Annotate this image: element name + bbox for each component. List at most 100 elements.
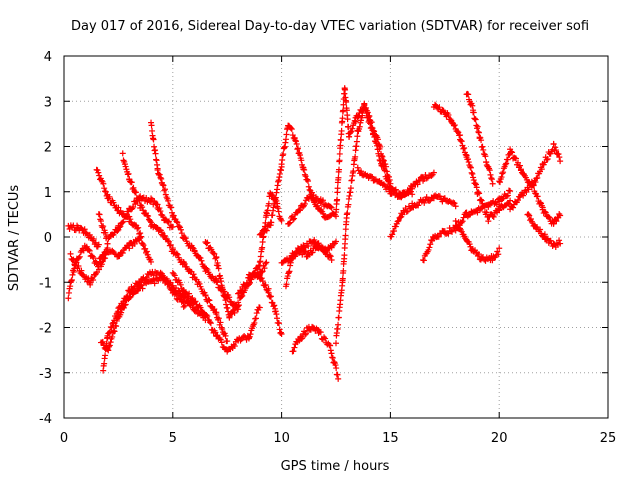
data-point xyxy=(127,216,134,223)
data-point xyxy=(222,297,229,304)
data-point xyxy=(318,245,325,252)
x-tick-label: 20 xyxy=(491,431,508,446)
data-point xyxy=(466,241,473,248)
data-point xyxy=(98,177,105,184)
data-point xyxy=(108,324,115,331)
data-point xyxy=(168,204,175,211)
data-point xyxy=(475,189,482,196)
series-arc28 xyxy=(507,178,564,227)
data-point xyxy=(470,109,477,116)
data-point xyxy=(275,320,282,327)
data-point xyxy=(332,362,339,369)
data-point xyxy=(165,218,172,225)
data-point xyxy=(165,238,172,245)
series-arc7 xyxy=(100,268,198,374)
data-point xyxy=(457,132,464,139)
data-point xyxy=(335,375,342,382)
data-point xyxy=(124,293,131,300)
data-point xyxy=(153,224,160,231)
data-point xyxy=(368,124,375,131)
data-point xyxy=(465,159,472,166)
data-point xyxy=(274,315,281,322)
data-point xyxy=(210,250,217,257)
data-point xyxy=(283,131,290,138)
data-point xyxy=(272,194,279,201)
data-point xyxy=(175,293,182,300)
series-arc5 xyxy=(93,166,144,237)
data-point xyxy=(253,310,260,317)
series-arc3 xyxy=(67,246,111,288)
data-point xyxy=(545,213,552,220)
data-point xyxy=(452,218,459,225)
data-point xyxy=(219,286,226,293)
data-point xyxy=(188,295,195,302)
data-point xyxy=(100,223,107,230)
data-point xyxy=(475,128,482,135)
data-points xyxy=(65,85,564,382)
data-point xyxy=(152,150,159,157)
data-point xyxy=(311,238,318,245)
data-point xyxy=(379,153,386,160)
data-point xyxy=(190,271,197,278)
data-point xyxy=(181,234,188,241)
data-point xyxy=(235,302,242,309)
data-point xyxy=(217,319,224,326)
data-point xyxy=(162,186,169,193)
data-point xyxy=(327,347,334,354)
data-point xyxy=(458,138,465,145)
data-point xyxy=(489,180,496,187)
data-point xyxy=(291,134,298,141)
data-point xyxy=(123,166,130,173)
data-point xyxy=(534,174,541,181)
data-point xyxy=(292,137,299,144)
data-point xyxy=(352,153,359,160)
y-tick-label: 0 xyxy=(44,231,52,246)
data-point xyxy=(340,267,347,274)
data-point xyxy=(354,114,361,121)
data-point xyxy=(301,166,308,173)
data-point xyxy=(174,219,181,226)
data-point xyxy=(504,192,511,199)
data-point xyxy=(449,228,456,235)
data-point xyxy=(465,156,472,163)
data-point xyxy=(467,163,474,170)
data-point xyxy=(339,115,346,122)
data-point xyxy=(219,326,226,333)
data-point xyxy=(102,188,109,195)
data-point xyxy=(224,305,231,312)
data-point xyxy=(85,246,92,253)
data-point xyxy=(430,169,437,176)
data-point xyxy=(403,208,410,215)
x-tick-label: 5 xyxy=(169,431,177,446)
data-point xyxy=(189,244,196,251)
data-point xyxy=(170,270,177,277)
data-point xyxy=(514,197,521,204)
data-point xyxy=(104,249,111,256)
data-point xyxy=(156,171,163,178)
data-point xyxy=(347,185,354,192)
data-point xyxy=(246,333,253,340)
data-point xyxy=(465,212,472,219)
data-point xyxy=(119,302,126,309)
data-point xyxy=(301,200,308,207)
data-point xyxy=(101,360,108,367)
data-point xyxy=(278,217,285,224)
data-point xyxy=(98,261,105,268)
data-point xyxy=(283,281,290,288)
data-point xyxy=(290,348,297,355)
data-point xyxy=(262,281,269,288)
data-point xyxy=(298,157,305,164)
data-point xyxy=(327,342,334,349)
series-arc16 xyxy=(282,236,339,290)
data-point xyxy=(432,101,439,108)
data-point xyxy=(96,211,103,218)
data-point xyxy=(333,206,340,213)
data-point xyxy=(182,235,189,242)
data-point xyxy=(547,237,554,244)
data-point xyxy=(327,253,334,260)
data-point xyxy=(262,219,269,226)
data-point xyxy=(451,122,458,129)
data-point xyxy=(152,268,159,275)
data-point xyxy=(460,145,467,152)
data-point xyxy=(119,150,126,157)
